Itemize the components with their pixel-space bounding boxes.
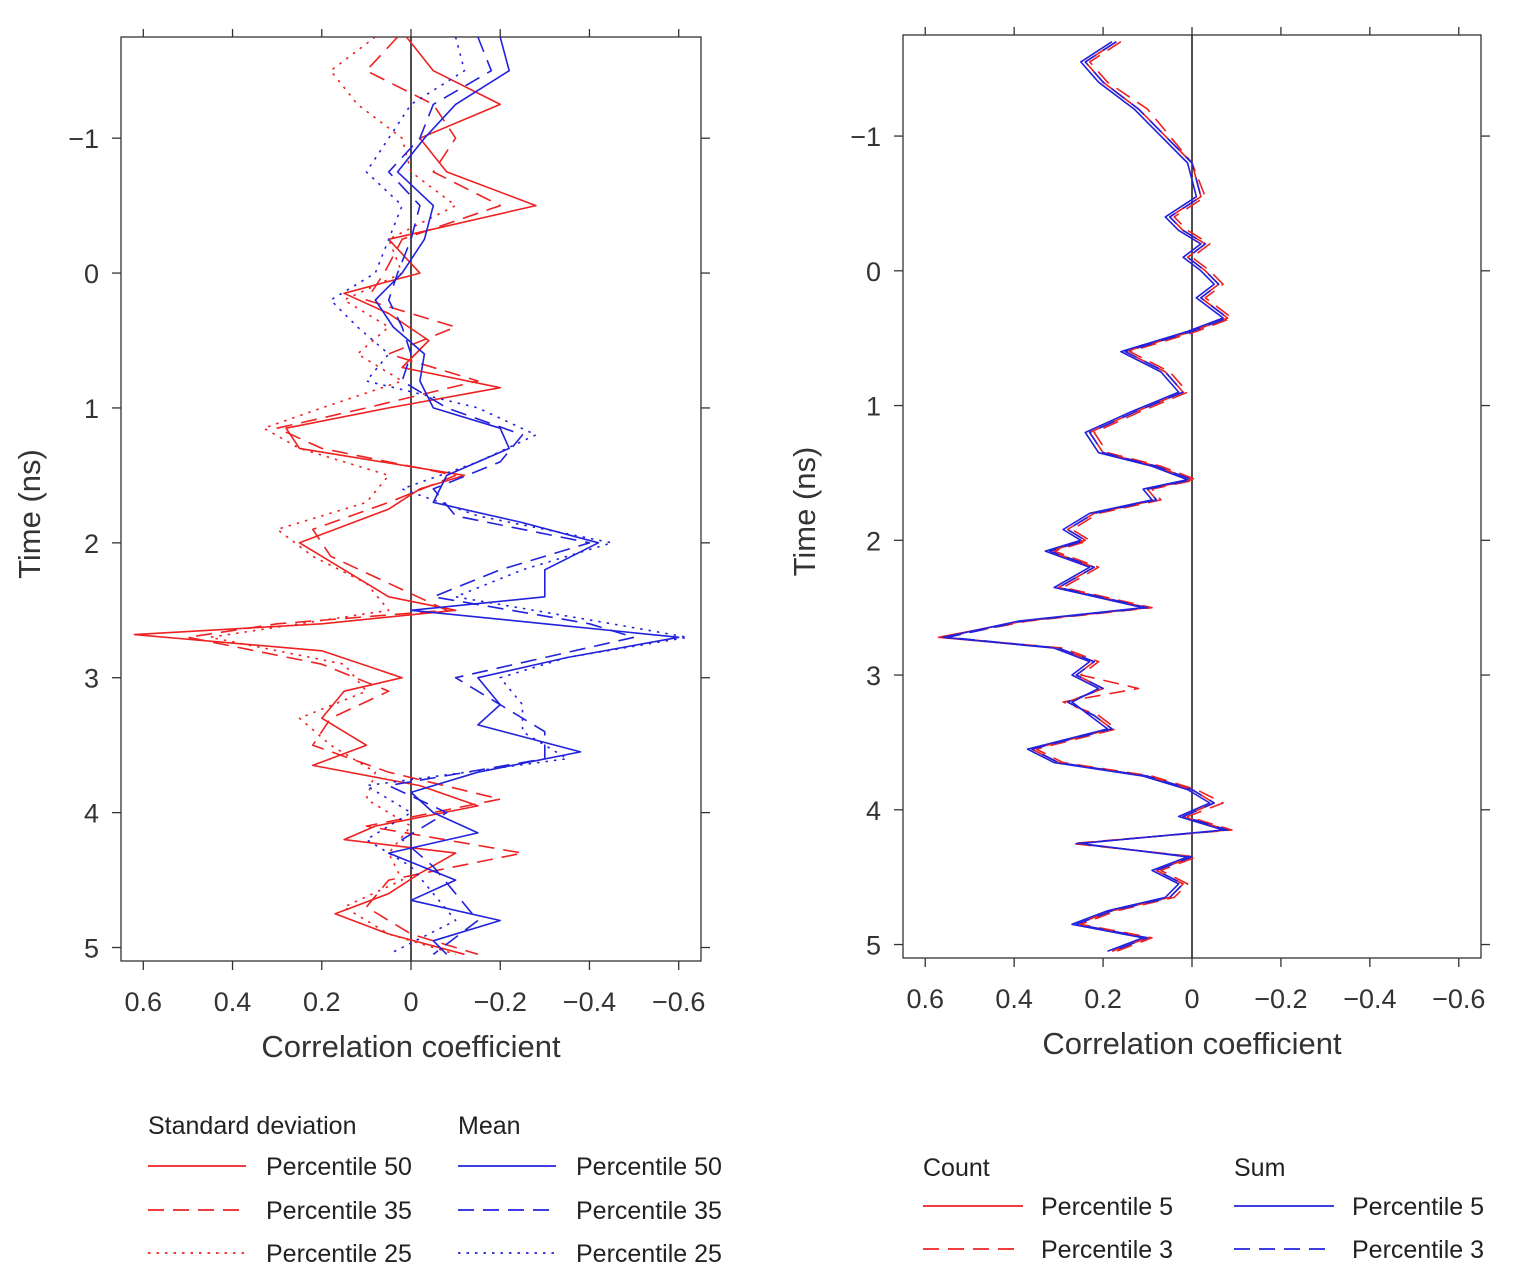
- y-tick-label: 1: [866, 392, 881, 422]
- series-line-3: [946, 41, 1229, 953]
- legend-group-title: Sum: [1234, 1154, 1285, 1182]
- x-tick-label: −0.2: [1254, 984, 1307, 1014]
- x-axis-title: Correlation coefficient: [1042, 1026, 1342, 1061]
- series-line-4: [387, 37, 635, 955]
- chart-left-panel: 0.6 0.4 0.2 0 −0.2 −0.4 −0.6 −1 0 1 2 3 4 5 Correlatio…: [12, 29, 710, 1064]
- x-tick-label: −0.6: [1432, 984, 1485, 1014]
- y-tick-label: 3: [84, 664, 99, 694]
- y-axis-title: Time (ns): [787, 447, 822, 577]
- x-tick-label: 0.4: [214, 987, 252, 1017]
- series-line-0: [133, 37, 537, 956]
- y-axis-title: Time (ns): [12, 449, 47, 579]
- chart-right-panel: 0.6 0.4 0.2 0 −0.2 −0.4 −0.6 −1 0 1 2 3 4 5 Correlatio…: [787, 27, 1490, 1061]
- x-tick-label: 0.6: [906, 984, 944, 1014]
- y-tick-label: 4: [866, 796, 881, 826]
- legend-group-title: Standard deviation: [148, 1112, 356, 1140]
- y-tick-label: 0: [866, 257, 881, 287]
- x-tick-label: 0: [403, 987, 418, 1017]
- legend-entry-label: Percentile 50: [266, 1153, 412, 1181]
- series-line-5: [329, 37, 689, 956]
- y-tick-label: 0: [84, 259, 99, 289]
- x-tick-label: −0.4: [1343, 984, 1396, 1014]
- y-tick-label: 2: [84, 529, 99, 559]
- legend-entry-label: Percentile 5: [1041, 1193, 1173, 1221]
- series-line-1: [187, 37, 524, 956]
- series-line-1: [942, 41, 1233, 953]
- legend-entry-label: Percentile 35: [576, 1197, 722, 1225]
- x-tick-label: 0: [1184, 984, 1199, 1014]
- y-tick-label: −1: [850, 122, 881, 152]
- y-tick-label: 1: [84, 394, 99, 424]
- legend-group-title: Mean: [458, 1112, 521, 1140]
- x-tick-label: 0.6: [125, 987, 163, 1017]
- legend-left: Standard deviation Percentile 50 Percentil…: [148, 1112, 722, 1268]
- legend-entry-label: Percentile 35: [266, 1197, 412, 1225]
- legend-entry-label: Percentile 25: [576, 1240, 722, 1268]
- legend-entry-label: Percentile 25: [266, 1240, 412, 1268]
- x-tick-label: 0.2: [1084, 984, 1122, 1014]
- y-tick-label: 2: [866, 526, 881, 556]
- x-tick-label: −0.6: [652, 987, 705, 1017]
- legend-group-title: Count: [923, 1154, 990, 1182]
- series-line-2: [942, 41, 1224, 953]
- y-tick-label: −1: [68, 124, 99, 154]
- x-tick-label: 0.2: [303, 987, 341, 1017]
- series-line-3: [374, 37, 680, 955]
- legend-entry-label: Percentile 3: [1041, 1236, 1173, 1264]
- y-tick-label: 3: [866, 661, 881, 691]
- x-tick-label: 0.4: [995, 984, 1033, 1014]
- y-tick-label: 4: [84, 799, 99, 829]
- x-axis-title: Correlation coefficient: [261, 1029, 561, 1064]
- y-tick-label: 5: [84, 934, 99, 964]
- x-tick-label: −0.2: [474, 987, 527, 1017]
- legend-right: Count Percentile 5 Percentile 3 Sum Percenti…: [923, 1154, 1484, 1264]
- x-tick-label: −0.4: [563, 987, 616, 1017]
- legend-entry-label: Percentile 3: [1352, 1236, 1484, 1264]
- legend-entry-label: Percentile 50: [576, 1153, 722, 1181]
- y-tick-label: 5: [866, 931, 881, 961]
- legend-entry-label: Percentile 5: [1352, 1193, 1484, 1221]
